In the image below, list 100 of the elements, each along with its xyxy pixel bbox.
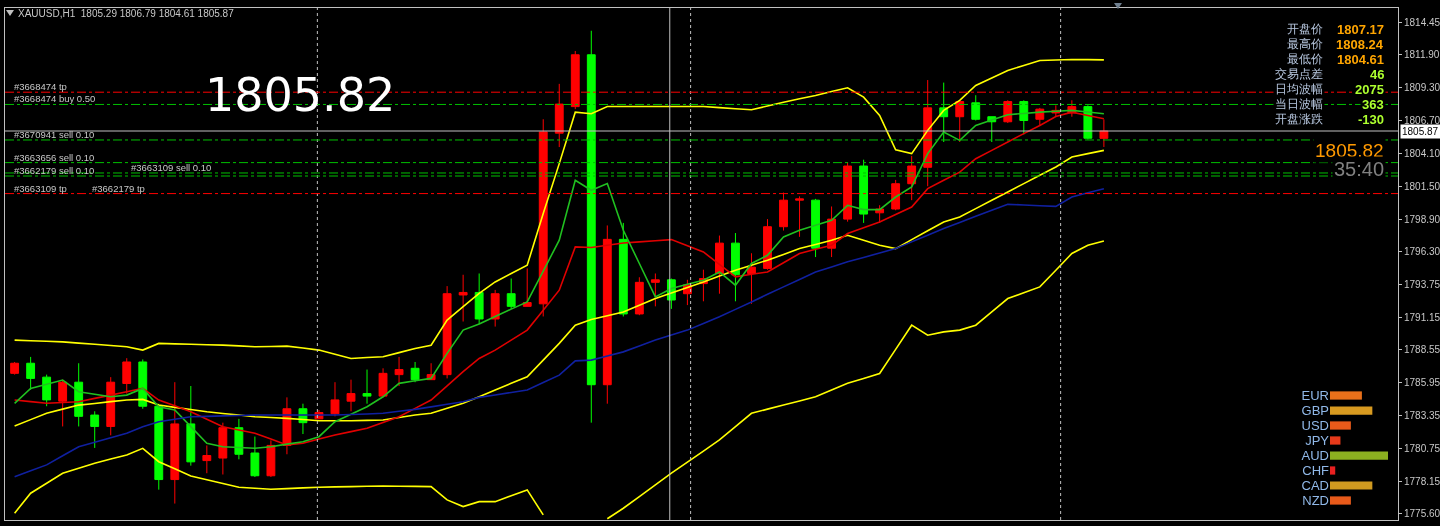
candlestick	[10, 361, 20, 376]
y-tick-label: AUD	[1301, 448, 1329, 464]
text: 最低价	[1287, 52, 1323, 66]
candlestick	[506, 278, 516, 310]
candlestick	[346, 379, 356, 412]
candlestick	[602, 224, 612, 405]
candlestick	[474, 272, 484, 325]
y-tick-label: 1788.55	[1404, 344, 1440, 356]
candlestick	[330, 381, 340, 417]
bar	[1330, 466, 1336, 475]
bar	[1330, 436, 1341, 445]
candlestick	[811, 198, 820, 258]
text: 46	[1370, 67, 1385, 82]
bar	[1330, 421, 1351, 430]
ref-line-label: #3662179 sell 0.10	[14, 165, 95, 176]
ref-line-label: #3668474 buy 0.50	[14, 93, 96, 104]
candlestick	[394, 356, 404, 387]
y-tick-label: 1798.90	[1404, 213, 1440, 225]
ref-line-label: #3663109 sell 0.10	[131, 162, 212, 173]
y-tick-label: JPY	[1305, 433, 1330, 449]
text: 日均波幅	[1275, 82, 1323, 96]
candlestick	[1099, 118, 1109, 148]
chart-title: XAUUSD,H1 1805.29 1806.79 1804.61 1805.87	[18, 7, 235, 19]
candlestick	[586, 30, 596, 424]
ref-line-label: #3670941 sell 0.10	[14, 129, 95, 140]
candlestick	[634, 276, 644, 316]
text: 2075	[1355, 82, 1384, 97]
candlestick	[458, 274, 468, 323]
y-tick-label: 1801.50	[1404, 180, 1440, 192]
y-tick-label: 1809.30	[1404, 82, 1440, 94]
candlestick	[442, 285, 452, 379]
text: 363	[1362, 97, 1384, 112]
y-tick-label: 1796.30	[1404, 246, 1440, 258]
text: 1807.17	[1337, 22, 1384, 37]
y-tick-label: 1780.75	[1404, 443, 1440, 455]
candlestick	[650, 272, 660, 307]
candlestick	[362, 369, 372, 405]
candlestick	[859, 159, 869, 224]
annotation: #3662179 tp	[92, 183, 145, 194]
candlestick	[618, 222, 628, 317]
candlestick	[58, 379, 68, 427]
candlestick	[763, 218, 772, 271]
candlestick	[1003, 99, 1013, 124]
candlestick	[250, 436, 260, 478]
y-tick-label: 1775.60	[1404, 508, 1440, 520]
candlestick	[715, 235, 724, 295]
y-tick-label: CHF	[1302, 463, 1330, 479]
y-tick-label: GBP	[1301, 403, 1329, 419]
y-tick-label: 1814.45	[1404, 17, 1440, 29]
y-tick-label: NZD	[1302, 493, 1329, 509]
text: 1805.82	[1315, 140, 1384, 161]
text: 开盘价	[1287, 22, 1323, 36]
text: 当日波幅	[1275, 97, 1323, 111]
candlestick	[42, 374, 52, 407]
bar	[1330, 406, 1373, 415]
candlestick	[26, 356, 36, 391]
bar	[1330, 391, 1362, 400]
candlestick	[410, 361, 420, 383]
ref-line-label: #3668474 tp	[14, 81, 67, 92]
candlestick	[955, 99, 965, 143]
candlestick	[731, 232, 740, 302]
candlestick	[186, 385, 196, 467]
candlestick	[90, 410, 100, 449]
candlestick	[218, 422, 228, 475]
candlestick	[138, 358, 148, 410]
candlestick	[234, 418, 244, 460]
line-series	[13, 58, 1105, 360]
line-series	[13, 187, 1105, 478]
text: 开盘涨跌	[1275, 112, 1323, 126]
candlestick	[202, 444, 212, 474]
y-tick-label: 1783.35	[1404, 410, 1440, 422]
bar	[1330, 481, 1373, 490]
y-tick-label: 1778.15	[1404, 475, 1440, 487]
y-tick-label: 1806.70	[1404, 115, 1440, 127]
text: -130	[1358, 112, 1385, 127]
candlestick	[106, 376, 116, 436]
text: 1804.61	[1337, 52, 1384, 67]
candlestick	[875, 204, 885, 224]
candlestick	[170, 381, 180, 505]
y-tick-label: 1791.15	[1404, 311, 1440, 323]
y-tick-label: 1811.90	[1404, 49, 1440, 61]
candlestick	[522, 267, 532, 307]
candlestick	[154, 403, 164, 491]
y-tick-label: 1785.95	[1404, 377, 1440, 389]
y-tick-label: USD	[1301, 418, 1329, 434]
candlestick	[747, 252, 756, 305]
y-tick-label: 1804.10	[1404, 147, 1440, 159]
text: 最高价	[1287, 37, 1323, 51]
candlestick	[122, 357, 132, 395]
y-tick-label: CAD	[1301, 478, 1329, 494]
text: 交易点差	[1275, 67, 1323, 81]
ref-line-label: #3663656 sell 0.10	[14, 152, 95, 163]
y-tick-label: EUR	[1301, 388, 1329, 404]
line-series	[13, 149, 1105, 427]
text: 35:40	[1334, 158, 1385, 180]
ref-line-label: #3663109 tp	[14, 183, 67, 194]
y-tick-label: 1793.75	[1404, 278, 1440, 290]
candlestick	[1019, 99, 1029, 135]
text: 1808.24	[1336, 37, 1384, 52]
candlestick	[266, 439, 276, 478]
